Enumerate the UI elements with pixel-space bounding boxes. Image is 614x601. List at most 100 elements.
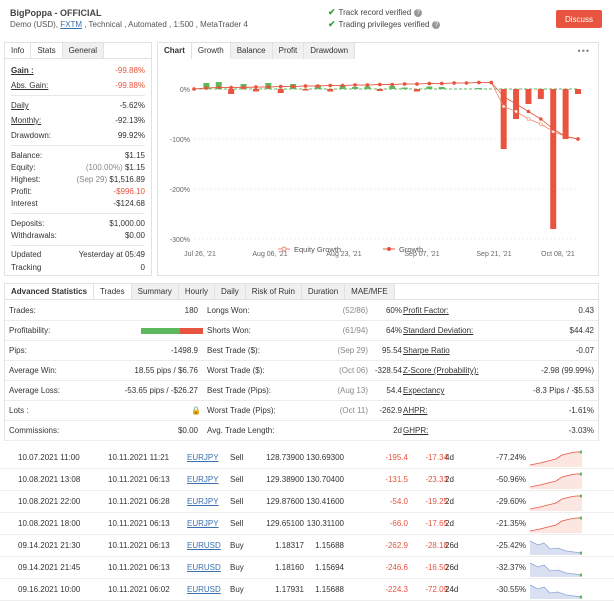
stat-value: 64%: [385, 326, 402, 335]
trade-sym[interactable]: EURJPY: [187, 497, 219, 506]
help-icon[interactable]: ?: [414, 8, 423, 17]
growth-point[interactable]: [204, 86, 209, 90]
legend-growth[interactable]: Growth: [399, 245, 423, 254]
adv-tab-daily[interactable]: Daily: [215, 284, 246, 299]
growth-point[interactable]: [254, 85, 258, 89]
growth-point[interactable]: [477, 80, 481, 85]
growth-point[interactable]: [241, 85, 246, 90]
trade-sym[interactable]: EURJPY: [187, 519, 219, 528]
adv-tab-summary[interactable]: Summary: [131, 284, 179, 299]
growth-point[interactable]: [563, 134, 568, 139]
equity-growth-point[interactable]: [539, 122, 543, 126]
trade-sym[interactable]: EURUSD: [187, 541, 221, 550]
tab-stats[interactable]: Stats: [31, 43, 63, 58]
growth-point[interactable]: [340, 83, 345, 88]
tab-general[interactable]: General: [62, 43, 105, 58]
legend-equity-growth[interactable]: Equity Growth: [294, 245, 341, 254]
tab-info[interactable]: Info: [5, 43, 32, 58]
discuss-button[interactable]: Discuss: [556, 10, 602, 28]
equity-growth-point[interactable]: [526, 117, 531, 121]
trade-close: 10.11.2021 06:13: [108, 519, 170, 528]
growth-point[interactable]: [390, 82, 394, 87]
growth-point[interactable]: [489, 80, 494, 85]
help-icon[interactable]: ?: [432, 20, 441, 29]
growth-point[interactable]: [266, 85, 271, 89]
trade-sym[interactable]: EURUSD: [187, 585, 221, 594]
adv-tab-advanced-statistics[interactable]: Advanced Statistics: [5, 284, 95, 299]
stats-row: Trades: 180 Longs Won: (52/86) 60% Profit Fac…: [5, 301, 598, 321]
trade-sym[interactable]: EURUSD: [187, 563, 221, 572]
tab-growth[interactable]: Growth: [190, 43, 231, 59]
trade-cp: 1.15688: [315, 541, 344, 550]
growth-point[interactable]: [539, 117, 543, 121]
stat-label[interactable]: Sharpe Ratio: [403, 346, 450, 355]
stat-value: $44.42: [569, 326, 594, 335]
adv-tab-duration[interactable]: Duration: [301, 284, 346, 299]
trade-op: 129.65100: [266, 519, 304, 528]
growth-point[interactable]: [415, 82, 419, 86]
adv-tab-trades[interactable]: Trades: [94, 284, 132, 299]
x-tick-label: Jul 26, '21: [184, 251, 216, 258]
growth-point[interactable]: [303, 84, 308, 88]
adv-tab-risk-of-ruin[interactable]: Risk of Ruin: [245, 284, 302, 299]
profit-row: Profit: -$996.10: [11, 187, 145, 196]
growth-point[interactable]: [278, 84, 283, 89]
trade-close: 10.11.2021 06:13: [108, 563, 170, 572]
stat-detail: (Sep 29): [337, 346, 368, 355]
equity-growth-point[interactable]: [514, 109, 518, 114]
stat-value: -0.07: [575, 346, 594, 355]
broker-link[interactable]: FXTM: [60, 20, 83, 29]
account-subtitle: Demo (USD), FXTM , Technical , Automated…: [10, 20, 248, 29]
more-options-icon[interactable]: •••: [577, 46, 590, 56]
trade-sym[interactable]: EURJPY: [187, 453, 219, 462]
growth-point[interactable]: [551, 127, 556, 131]
stat-label[interactable]: Profit Factor:: [403, 306, 449, 315]
growth-point[interactable]: [402, 82, 407, 86]
trade-row: 10.07.2021 11:00 10.11.2021 11:21 EURJPY Se…: [0, 447, 614, 469]
growth-point[interactable]: [514, 102, 518, 106]
trade-gain: -50.96%: [496, 475, 526, 484]
trade-profit: -17.34: [425, 453, 448, 462]
stat-label[interactable]: GHPR:: [403, 426, 429, 435]
adv-tab-mae-mfe[interactable]: MAE/MFE: [345, 284, 395, 299]
trade-cp: 1.15688: [315, 585, 344, 594]
growth-point[interactable]: [328, 83, 333, 88]
trade-sym[interactable]: EURJPY: [187, 475, 219, 484]
chart-tabs: Chart Growth Balance Profit Drawdown: [158, 43, 598, 59]
stat-label[interactable]: Z-Score (Probability):: [403, 366, 479, 375]
trade-gain: -77.24%: [496, 453, 526, 462]
stat-label[interactable]: AHPR:: [403, 406, 428, 415]
growth-point[interactable]: [365, 83, 370, 87]
deposits-row: Deposits: $1,000.00: [11, 219, 145, 228]
tab-drawdown[interactable]: Drawdown: [304, 43, 356, 59]
growth-point[interactable]: [378, 82, 382, 87]
growth-point[interactable]: [229, 85, 233, 90]
stat-value: 2d: [393, 426, 402, 435]
growth-point[interactable]: [526, 109, 531, 114]
stat-label: Best Trade ($):: [207, 346, 260, 355]
growth-point[interactable]: [427, 81, 432, 86]
y-tick-label: 0%: [180, 87, 190, 94]
trade-sparkline: [530, 562, 582, 577]
stats-row: Lots : 🔒 Worst Trade (Pips): (Oct 11) -262.9…: [5, 401, 598, 421]
growth-point[interactable]: [576, 137, 580, 141]
trade-dur: 2d: [445, 497, 454, 506]
growth-bar: [575, 89, 581, 94]
growth-point[interactable]: [192, 87, 196, 91]
growth-point[interactable]: [501, 94, 506, 99]
tab-profit[interactable]: Profit: [272, 43, 305, 59]
growth-point[interactable]: [353, 83, 357, 87]
growth-point[interactable]: [439, 81, 444, 86]
profitability-bar: [141, 328, 203, 334]
tab-balance[interactable]: Balance: [230, 43, 273, 59]
stat-label[interactable]: Standard Deviation:: [403, 326, 474, 335]
adv-tab-hourly[interactable]: Hourly: [178, 284, 215, 299]
growth-point[interactable]: [464, 81, 469, 85]
stat-label[interactable]: Expectancy: [403, 386, 445, 395]
growth-point[interactable]: [316, 84, 320, 88]
growth-point[interactable]: [452, 81, 456, 85]
track-record-verified: ✔ Track record verified?: [328, 7, 423, 18]
equity-growth-point[interactable]: [501, 104, 506, 109]
growth-point[interactable]: [216, 85, 221, 90]
growth-point[interactable]: [291, 84, 295, 89]
